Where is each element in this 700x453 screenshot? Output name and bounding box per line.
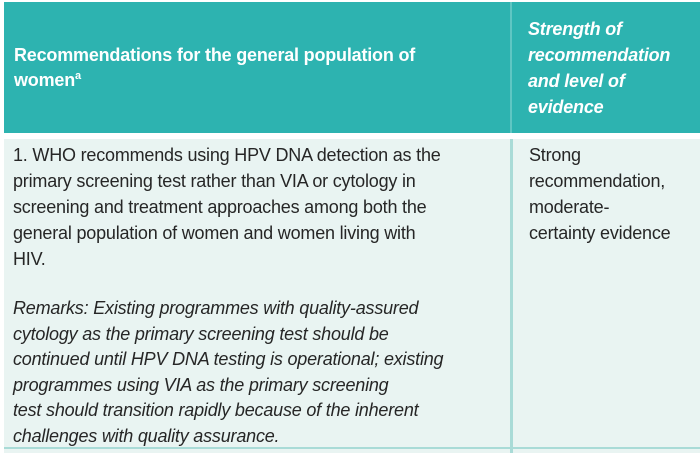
remarks-text: Remarks: Existing programmes with qualit… bbox=[13, 298, 444, 446]
table-body-row: 1. WHO recommends using HPV DNA detectio… bbox=[4, 139, 700, 453]
recommendation-text: 1. WHO recommends using HPV DNA detectio… bbox=[13, 145, 441, 269]
table-header-row: Recommendations for the general populati… bbox=[4, 2, 700, 133]
row-bottom-border bbox=[4, 447, 700, 449]
header-column-divider bbox=[510, 2, 512, 133]
recommendations-header-title: Recommendations for the general populati… bbox=[14, 43, 415, 93]
recommendations-header-text: Recommendations for the general populati… bbox=[14, 44, 416, 90]
footnote-marker: a bbox=[75, 69, 81, 82]
body-column-divider bbox=[510, 139, 513, 453]
strength-header-title: Strength of recommendation and level of … bbox=[528, 18, 671, 117]
header-cell-strength: Strength of recommendation and level of … bbox=[512, 2, 700, 133]
strength-cell: Strong recommendation, moderate- certain… bbox=[529, 145, 671, 243]
recommendation-cell: 1. WHO recommends using HPV DNA detectio… bbox=[13, 142, 505, 449]
header-cell-recommendations: Recommendations for the general populati… bbox=[4, 2, 510, 133]
